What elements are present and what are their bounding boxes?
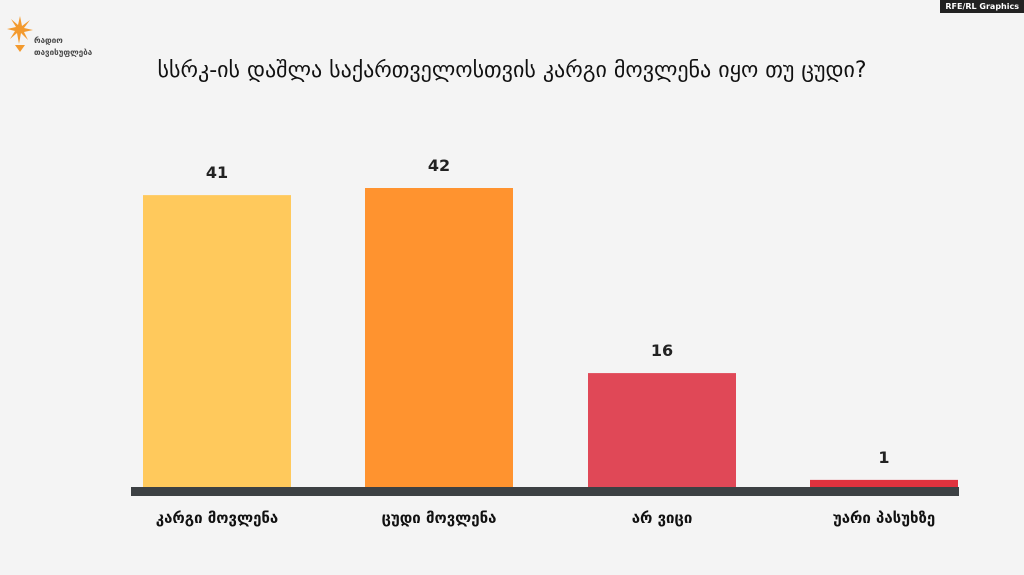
- x-axis-baseline: [131, 487, 959, 496]
- logo-text-line2: თავისუფლება: [34, 48, 93, 57]
- category-label-3: არ ვიცი: [632, 509, 693, 527]
- radio-liberty-torch-icon: [7, 16, 33, 52]
- graphics-credit: RFE/RL Graphics: [940, 0, 1024, 13]
- bar-value-label-4: 1: [878, 448, 889, 467]
- chart-title: სსრკ-ის დაშლა საქართველოსთვის კარგი მოვლ…: [157, 58, 867, 83]
- bar-1: [143, 195, 291, 487]
- rfe-logo: რადიო თავისუფლება: [6, 14, 116, 60]
- bar-value-label-1: 41: [206, 163, 228, 182]
- bar-value-label-3: 16: [651, 341, 673, 360]
- logo-text-line1: რადიო: [34, 36, 63, 45]
- category-label-4: უარი პასუხზე: [833, 509, 935, 527]
- bar-4: [810, 479, 958, 487]
- bar-2: [365, 188, 513, 487]
- category-label-2: ცუდი მოვლენა: [382, 509, 497, 527]
- bar-3: [588, 373, 736, 487]
- bar-value-label-2: 42: [428, 156, 450, 175]
- category-label-1: კარგი მოვლენა: [156, 509, 278, 527]
